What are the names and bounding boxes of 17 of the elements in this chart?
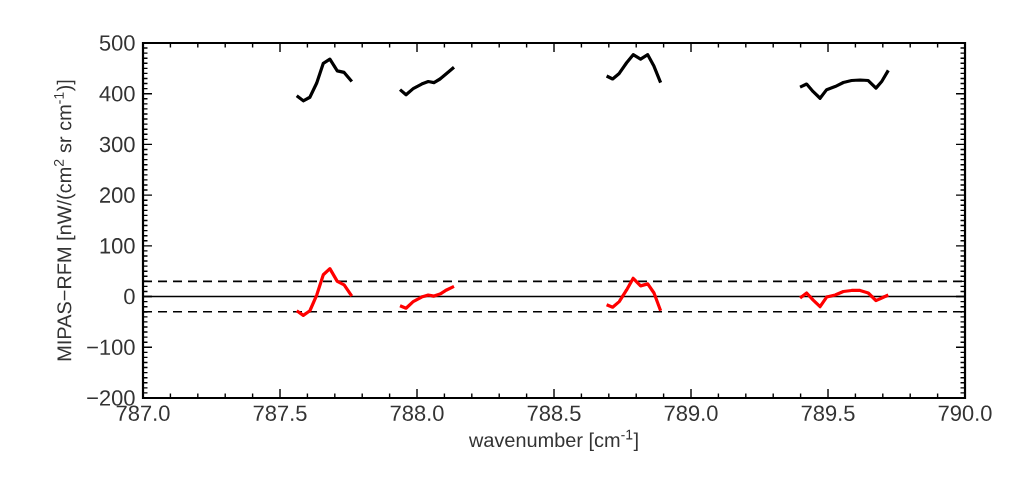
y-tick-label: −100 (87, 339, 135, 356)
y-tick-label: 200 (100, 187, 135, 203)
y-tick-label: −200 (87, 390, 135, 406)
x-axis-title: wavenumber [cm$^{-1}$] (468, 429, 638, 452)
x-tick-label: 789.5 (801, 405, 855, 422)
x-tick-label: 787.0 (116, 405, 170, 422)
x-tick-label: 788.0 (390, 405, 444, 422)
y-tick-label: 400 (99, 85, 135, 102)
x-tick-label: 789.0 (664, 405, 718, 422)
x-tick-label: 788.5 (527, 405, 581, 422)
y-axis-title: MIPAS−RFM [nW/(cm$^{2}$ sr cm$^{-1}$)] (53, 80, 76, 361)
x-tick-label: 787.5 (253, 405, 307, 422)
y-tick-label: 100 (100, 238, 135, 254)
y-tick-label: 0 (124, 288, 135, 305)
x-tick-label: 790.0 (938, 405, 992, 422)
y-tick-label: 500 (99, 35, 135, 51)
y-tick-label: 300 (99, 136, 135, 153)
